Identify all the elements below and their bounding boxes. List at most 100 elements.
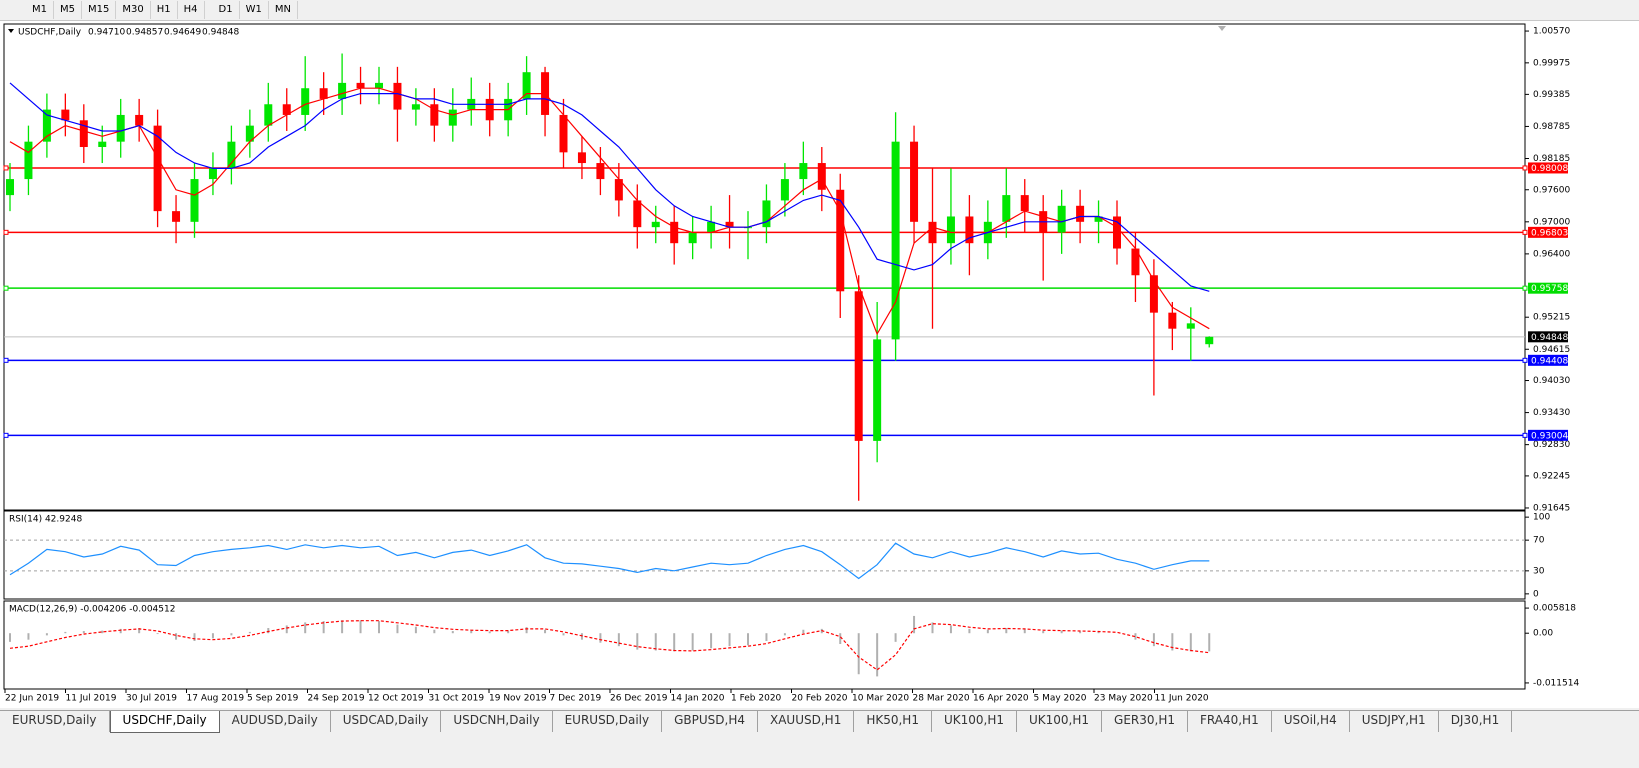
candle-body (799, 163, 808, 180)
candle-body (172, 211, 181, 222)
y-tick-label: 0.95215 (1533, 313, 1570, 323)
candle-body (61, 109, 70, 121)
chart-tab[interactable]: AUDUSD,Daily (220, 711, 331, 732)
candle-body (707, 221, 716, 233)
y-tick-label: 0.97000 (1533, 217, 1570, 227)
rsi-line (9, 542, 1210, 580)
candle-body (245, 125, 254, 142)
y-tick-label: 0.99385 (1533, 90, 1570, 100)
candle-body (1094, 216, 1103, 222)
candle-body (227, 141, 236, 169)
x-tick-label: 22 Jun 2019 (5, 694, 59, 704)
candle-body (1131, 248, 1140, 276)
candle-body (965, 216, 974, 244)
symbol-header: USDCHF,Daily (18, 28, 82, 38)
candle-body (319, 88, 328, 99)
timeframe-button[interactable]: M30 (116, 1, 151, 19)
candle-body (190, 179, 199, 222)
x-tick-label: 23 May 2020 (1094, 694, 1153, 704)
candle-body (633, 200, 642, 228)
chart-tab[interactable]: DJ30,H1 (1439, 711, 1513, 732)
ohlc-value: 0.94848 (202, 28, 239, 38)
candle-body (596, 163, 605, 180)
y-tick-label: -0.011514 (1533, 678, 1579, 688)
candle-body (891, 141, 900, 340)
timeframe-button[interactable]: M5 (54, 1, 82, 19)
timeframe-button[interactable]: M1 (26, 1, 54, 19)
candle-body (208, 168, 217, 180)
price-label: 0.94408 (1531, 356, 1568, 366)
timeframe-button[interactable]: H4 (178, 1, 205, 19)
price-label: 0.95758 (1531, 284, 1568, 294)
candle-body (1149, 275, 1158, 313)
chart-tab[interactable]: EURUSD,Daily (553, 711, 663, 732)
timeframe-button[interactable]: MN (269, 1, 298, 19)
level-handle (1522, 165, 1528, 171)
timeframe-button[interactable]: H1 (151, 1, 178, 19)
y-tick-label: 0.92245 (1533, 471, 1570, 481)
x-tick-label: 16 Apr 2020 (973, 694, 1029, 704)
candle-body (873, 339, 882, 441)
chart-tab[interactable]: GBPUSD,H4 (662, 711, 758, 732)
chart-tab[interactable]: USDCHF,Daily (109, 711, 220, 733)
chart-tab[interactable]: USOil,H4 (1272, 711, 1350, 732)
chart-tab[interactable]: UK100,H1 (932, 711, 1017, 732)
candle-body (817, 163, 826, 190)
candle-body (854, 291, 863, 441)
candle-body (1205, 336, 1214, 345)
moving-average (9, 82, 1210, 292)
price-label: 0.96803 (1531, 228, 1568, 238)
y-tick-label: 0.99975 (1533, 58, 1570, 68)
chart-tab[interactable]: UK100,H1 (1017, 711, 1103, 732)
pane-frame (3, 600, 1526, 690)
x-tick-label: 5 Sep 2019 (247, 694, 299, 704)
candle-body (651, 221, 660, 228)
y-tick-label: 0.98785 (1533, 122, 1570, 132)
price-label-box (1528, 331, 1568, 343)
level-handle (1522, 229, 1528, 235)
y-tick-label: 0.91645 (1533, 503, 1570, 513)
candle-body (448, 109, 457, 126)
x-tick-label: 24 Sep 2019 (308, 694, 365, 704)
candle-body (910, 141, 919, 222)
chart-tab[interactable]: HK50,H1 (854, 711, 932, 732)
y-tick-label: 0 (1533, 589, 1539, 599)
timeframe-button[interactable]: W1 (240, 1, 269, 19)
chart-tab[interactable]: USDJPY,H1 (1350, 711, 1439, 732)
chart-tab[interactable]: USDCNH,Daily (441, 711, 553, 732)
candle-body (1168, 312, 1177, 329)
x-tick-label: 11 Jul 2019 (66, 694, 117, 704)
candle-body (780, 179, 789, 201)
candle-body (1020, 195, 1029, 212)
candle-body (946, 216, 955, 244)
timeframe-button[interactable]: M15 (82, 1, 117, 19)
price-label: 0.94848 (1531, 333, 1568, 343)
candle-body (153, 125, 162, 212)
timeframe-button[interactable]: D1 (213, 1, 240, 19)
header-arrow (8, 29, 14, 33)
price-label-box (1528, 282, 1568, 294)
candle-body (522, 72, 531, 99)
y-tick-label: 100 (1533, 513, 1550, 523)
level-handle (3, 357, 9, 363)
chart-tab[interactable]: FRA40,H1 (1188, 711, 1272, 732)
price-label-box (1528, 429, 1568, 441)
x-tick-label: 12 Oct 2019 (368, 694, 424, 704)
candle-body (762, 200, 771, 228)
y-tick-label: 0.94615 (1533, 345, 1570, 355)
chart-tab[interactable]: GER30,H1 (1102, 711, 1188, 732)
level-handle (1522, 285, 1528, 291)
chart-tab[interactable]: EURUSD,Daily (0, 711, 110, 732)
pane-frame (3, 23, 1526, 511)
candle-body (725, 221, 734, 228)
level-handle (3, 165, 9, 171)
chart-tab[interactable]: USDCAD,Daily (331, 711, 442, 732)
candle-body (577, 152, 586, 164)
chart-area: 1.00570 0.99975 0.99385 0.98785 0.98185 0.976… (0, 0, 1639, 708)
chart-tab[interactable]: XAUUSD,H1 (758, 711, 855, 732)
y-tick-label: 0.97600 (1533, 185, 1570, 195)
timeframe-toolbar: M1 M5 M15 M30 H1 H4 D1 W1 MN (0, 0, 1639, 21)
x-tick-label: 20 Feb 2020 (792, 694, 848, 704)
x-tick-label: 10 Mar 2020 (852, 694, 909, 704)
x-tick-label: 31 Oct 2019 (429, 694, 485, 704)
